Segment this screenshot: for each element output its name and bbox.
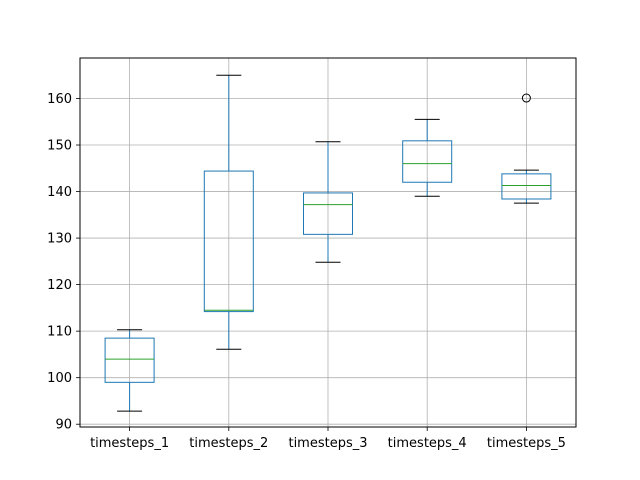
- y-tick-label: 120: [47, 278, 72, 293]
- x-tick-label: timesteps_5: [487, 436, 566, 451]
- box-timesteps_4: [402, 118, 453, 197]
- x-tick-label: timesteps_3: [288, 436, 367, 451]
- x-tick-label: timesteps_2: [189, 436, 268, 451]
- box-iqr: [501, 173, 552, 200]
- x-tick-label: timesteps_4: [388, 436, 467, 451]
- y-tick-label: 160: [47, 92, 72, 107]
- box-timesteps_1: [104, 329, 155, 412]
- y-tick-label: 110: [47, 325, 72, 340]
- boxes: [104, 74, 552, 412]
- box-timesteps_2: [203, 74, 254, 350]
- y-tick-label: 150: [47, 139, 72, 154]
- box-timesteps_3: [303, 141, 353, 263]
- y-tick-label: 130: [47, 232, 72, 247]
- axis-ticks: 90 100 110 120 130 140 150 160 timesteps_1 timest…: [47, 92, 566, 451]
- x-tick-label: timesteps_1: [90, 436, 169, 451]
- box-iqr: [402, 140, 453, 183]
- y-tick-label: 140: [47, 185, 72, 200]
- outlier-point: [521, 93, 531, 103]
- box-iqr: [203, 170, 254, 313]
- y-tick-label: 100: [47, 371, 72, 386]
- box-timesteps_5: [501, 93, 552, 204]
- y-tick-label: 90: [55, 418, 72, 433]
- box-iqr: [303, 192, 353, 235]
- box-iqr: [104, 337, 155, 383]
